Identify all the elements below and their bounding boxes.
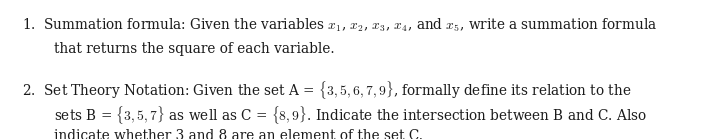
Text: 2.  Set Theory Notation: Given the set A = $\{3, 5, 6, 7, 9\}$, formally define : 2. Set Theory Notation: Given the set A … xyxy=(22,79,631,101)
Text: that returns the square of each variable.: that returns the square of each variable… xyxy=(54,42,335,56)
Text: indicate whether 3 and 8 are an element of the set C.: indicate whether 3 and 8 are an element … xyxy=(54,129,423,139)
Text: 1.  Summation formula: Given the variables $x_1$, $x_2$, $x_3$, $x_4$, and $x_5$: 1. Summation formula: Given the variable… xyxy=(22,17,657,34)
Text: sets B = $\{3, 5, 7\}$ as well as C = $\{8, 9\}$. Indicate the intersection betw: sets B = $\{3, 5, 7\}$ as well as C = $\… xyxy=(54,104,647,126)
